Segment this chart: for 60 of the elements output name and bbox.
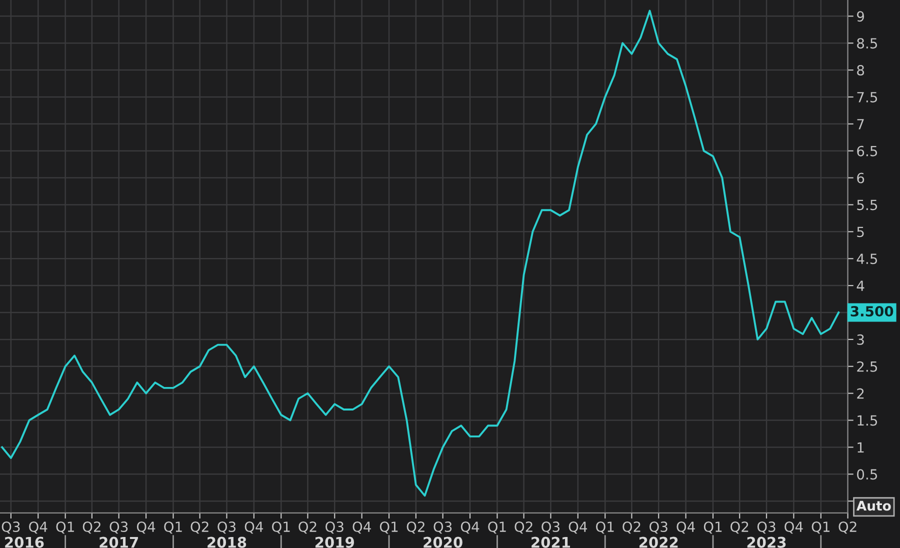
y-tick-label: 2 xyxy=(857,388,864,399)
line-series xyxy=(1,10,840,497)
x-tick-label: Q1 xyxy=(704,522,722,534)
x-tick-label: Q4 xyxy=(460,522,480,534)
x-tick-label: Q2 xyxy=(82,522,100,534)
x-tick-label: Q3 xyxy=(110,522,128,534)
y-tick-label: 5 xyxy=(857,226,864,238)
x-tick-label: Q4 xyxy=(29,522,48,534)
y-tick-label: 8 xyxy=(857,65,864,76)
x2-tick-label: 2016 xyxy=(5,536,44,548)
x2-tick-label: 2021 xyxy=(532,536,570,548)
x-tick-label: Q1 xyxy=(56,522,74,534)
x-tick-label: Q3 xyxy=(326,522,344,534)
x2-tick-label: 2022 xyxy=(639,536,678,548)
y-tick-label: 3 xyxy=(857,334,864,345)
data-label: 3.500 xyxy=(850,306,894,317)
x-tick-label: Q4 xyxy=(784,522,803,534)
x-tick-label: Q3 xyxy=(2,522,20,534)
x-tick-label: Q1 xyxy=(164,522,182,534)
y-tick-label: 4 xyxy=(856,280,864,291)
x2-tick-label: 2020 xyxy=(424,536,462,548)
y-tick-label: 6.5 xyxy=(857,146,878,156)
x-tick-label: Q3 xyxy=(650,522,668,534)
x-tick-label: Q2 xyxy=(838,522,856,534)
x-tick-label: Q1 xyxy=(596,522,614,534)
y-tick-label: 8.5 xyxy=(857,38,878,49)
y-tick-label: 9 xyxy=(857,11,864,22)
x-tick-label: Q2 xyxy=(406,522,424,534)
y-tick-label: 4.5 xyxy=(856,254,878,264)
x-tick-label: Q3 xyxy=(542,522,560,534)
x2-tick-label: 2018 xyxy=(208,536,246,548)
x-tick-label: Q1 xyxy=(380,522,398,534)
y-tick-label: 1 xyxy=(858,442,864,452)
x-tick-label: Q1 xyxy=(272,522,290,534)
x-tick-label: Q4 xyxy=(568,522,588,534)
x-tick-label: Q3 xyxy=(218,522,236,534)
x-tick-label: Q2 xyxy=(622,522,640,534)
y-tick-label: 7.5 xyxy=(857,92,878,102)
x-tick-label: Q1 xyxy=(812,522,830,534)
y-tick-label: 0.5 xyxy=(857,469,878,480)
x2-tick-label: 2017 xyxy=(100,536,138,548)
x-tick-label: Q4 xyxy=(352,522,371,534)
x-tick-label: Q2 xyxy=(514,522,532,534)
x-tick-label: Q3 xyxy=(434,522,452,534)
x-tick-label: Q1 xyxy=(488,522,506,534)
x-tick-label: Q4 xyxy=(136,522,156,534)
x-tick-label: Q2 xyxy=(190,522,208,534)
x-tick-label: Q4 xyxy=(676,522,695,534)
y-tick-label: 1.5 xyxy=(858,415,878,426)
x-tick-label: Q4 xyxy=(244,522,264,534)
x-tick-label: Q2 xyxy=(730,522,748,534)
y-tick-label: 7 xyxy=(857,119,864,130)
x2-tick-label: 2019 xyxy=(315,536,354,548)
x2-tick-label: 2023 xyxy=(747,536,786,548)
x-tick-label: Q3 xyxy=(757,522,776,534)
y-tick-label: 6 xyxy=(857,172,864,184)
y-tick-label: 5.5 xyxy=(857,200,878,210)
text: Auto xyxy=(856,500,891,511)
x-tick-label: Q2 xyxy=(298,522,316,534)
y-tick-label: 2.5 xyxy=(857,361,878,372)
